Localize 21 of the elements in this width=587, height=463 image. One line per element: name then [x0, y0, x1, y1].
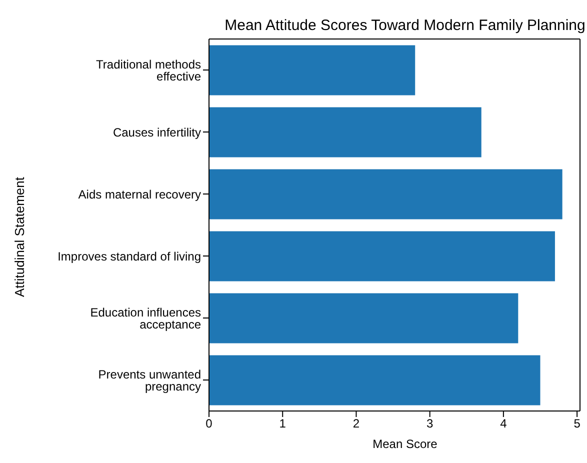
- bar: [209, 169, 562, 220]
- bar: [209, 45, 416, 96]
- y-tick-label: Improves standard of living: [58, 249, 201, 264]
- x-tick-label: 5: [574, 416, 581, 431]
- x-tick-label: 3: [426, 416, 434, 431]
- x-axis-title: Mean Score: [372, 437, 438, 451]
- x-tick-label: 0: [206, 416, 213, 431]
- y-tick-label: Education influences acceptance: [90, 305, 202, 332]
- bar: [209, 107, 482, 158]
- x-tick-label: 1: [279, 416, 286, 431]
- y-tick-label: Traditional methods effective: [96, 57, 202, 84]
- y-axis-title: Attitudinal Statement: [12, 176, 27, 297]
- y-tick-label: Prevents unwanted pregnancy: [98, 367, 201, 394]
- chart-title: Mean Attitude Scores Toward Modern Family Planning: [224, 17, 586, 34]
- y-tick-label: Aids maternal recovery: [78, 187, 201, 202]
- x-tick-label: 2: [352, 416, 360, 431]
- bar: [209, 355, 540, 406]
- x-tick-label: 4: [500, 416, 508, 431]
- bar: [209, 293, 518, 344]
- bar: [209, 231, 555, 282]
- y-tick-label: Causes infertility: [112, 125, 201, 140]
